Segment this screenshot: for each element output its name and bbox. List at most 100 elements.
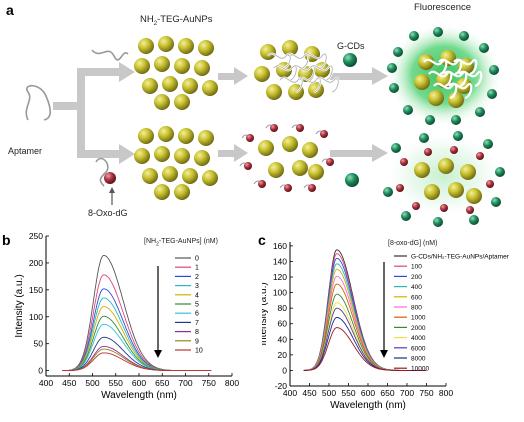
legend-entry: 200 xyxy=(411,274,422,281)
legend-entry: 400 xyxy=(411,284,422,291)
aptamer-strand-top xyxy=(91,49,129,61)
aunp-cluster-bottom xyxy=(134,126,218,200)
legend-entry: 10000 xyxy=(411,366,429,373)
aunp-particle xyxy=(254,66,270,82)
gcd-particle xyxy=(469,215,479,225)
aunp-aptamer-target-complex xyxy=(239,124,334,192)
y-tick-label: 0 xyxy=(38,366,43,376)
gcd-particle xyxy=(483,139,493,149)
x-tick-label: 600 xyxy=(361,388,375,398)
gcd-particle xyxy=(491,197,501,207)
gcd-particle xyxy=(343,53,357,67)
aunp-particle xyxy=(158,36,174,52)
aunp-particle xyxy=(282,40,298,56)
quenched-complex xyxy=(383,131,505,227)
gcd-particle xyxy=(451,115,461,125)
legend-entry: 10 xyxy=(195,348,203,355)
gcd-particle xyxy=(433,27,443,37)
oxo-dg-particle xyxy=(270,124,278,132)
aunp-particle xyxy=(174,94,190,110)
oxo-dg-particle xyxy=(284,184,292,192)
gcds-label: G-CDs xyxy=(337,41,365,51)
oxo-dg-molecule xyxy=(104,172,116,184)
aunp-particle xyxy=(414,74,430,90)
x-tick-label: 500 xyxy=(85,378,99,388)
aunp-particle xyxy=(448,182,464,198)
x-tick-label: 700 xyxy=(178,378,192,388)
gcd-particle-2 xyxy=(345,173,359,187)
aunp-particle xyxy=(428,90,444,106)
y-tick-label: 50 xyxy=(34,339,44,349)
aunp-particle xyxy=(202,80,218,96)
x-axis-label: Wavelength (nm) xyxy=(330,400,406,411)
aunp-particle xyxy=(418,54,434,70)
aptamer-wrap xyxy=(453,58,478,76)
chart-b: 400 450 500 550 600 650 700 750 8000501001502002… xyxy=(14,231,239,401)
schematic-diagram xyxy=(25,23,505,227)
decrease-arrow-head xyxy=(154,350,162,358)
aunp-particle xyxy=(142,168,158,184)
legend-entry: 3 xyxy=(195,283,199,290)
oxo-dg-particle xyxy=(424,148,432,156)
x-tick-label: 600 xyxy=(132,378,146,388)
oxo-dg-particle xyxy=(466,206,474,214)
x-tick-label: 450 xyxy=(302,388,316,398)
gcd-particle xyxy=(479,43,489,53)
aptamer-strand-bottom xyxy=(95,157,109,187)
x-tick-label: 700 xyxy=(400,388,414,398)
aunp-particle xyxy=(154,56,170,72)
oxo-dg-particle xyxy=(244,162,252,170)
y-tick-label: 250 xyxy=(29,231,43,241)
aptamer-wrap-outline xyxy=(309,65,333,81)
y-tick-label: 160 xyxy=(273,241,287,251)
aunp-particle xyxy=(182,168,198,184)
gcd-particle xyxy=(401,211,411,221)
series-line-10 xyxy=(62,352,212,372)
x-tick-label: 550 xyxy=(341,388,355,398)
legend-entry: 800 xyxy=(411,305,422,312)
y-tick-label: 40 xyxy=(278,334,288,344)
oxo-dg-particle xyxy=(450,146,458,154)
oxo-dg-particle xyxy=(258,180,266,188)
aunp-particle xyxy=(174,58,190,74)
y-tick-label: 80 xyxy=(278,303,288,313)
aptamer-strand xyxy=(25,84,52,121)
x-tick-label: 500 xyxy=(322,388,336,398)
legend-entry: 9 xyxy=(195,338,199,345)
aunp-particle xyxy=(178,38,194,54)
gcd-particle xyxy=(403,105,413,115)
aptamer-wrap xyxy=(423,58,448,76)
y-tick-label: 0 xyxy=(282,365,287,375)
x-tick-label: 400 xyxy=(283,388,297,398)
gcd-particle xyxy=(389,83,399,93)
oxo-dg-particle xyxy=(320,130,328,138)
legend-entry: 1000 xyxy=(411,315,426,322)
gcd-particle xyxy=(387,63,397,73)
panel-b-label: b xyxy=(2,232,11,248)
aptamer-wrap xyxy=(438,58,463,76)
gcd-particle xyxy=(487,89,497,99)
aunp-particle xyxy=(134,148,150,164)
oxo-dg-particle xyxy=(476,152,484,160)
legend-entry: 5 xyxy=(195,302,199,309)
aunp-particle xyxy=(466,188,482,204)
aunp-particle xyxy=(174,148,190,164)
legend-entry: 8 xyxy=(195,329,199,336)
aunp-particle xyxy=(268,162,284,178)
legend-entry: 4 xyxy=(195,292,199,299)
legend-entry: 7 xyxy=(195,320,199,327)
aunp-particle xyxy=(154,94,170,110)
x-tick-label: 750 xyxy=(202,378,216,388)
chart-c: 400 450 500 550 600 650 700 750 800 -20 0 20 40 60 80 1… xyxy=(262,241,510,411)
x-tick-label: 400 xyxy=(39,378,53,388)
legend-entry: 1 xyxy=(195,265,199,272)
y-axis-label: Intensity (a.u.) xyxy=(14,274,25,337)
aptamer-wrap xyxy=(428,70,453,88)
panel-c-label: c xyxy=(258,232,266,248)
gcd-particle xyxy=(409,31,419,41)
gcd-particle xyxy=(393,47,403,57)
aunp-particle xyxy=(174,184,190,200)
legend-entry: 0 xyxy=(195,256,199,263)
aunp-particle xyxy=(266,84,282,100)
x-tick-label: 550 xyxy=(109,378,123,388)
